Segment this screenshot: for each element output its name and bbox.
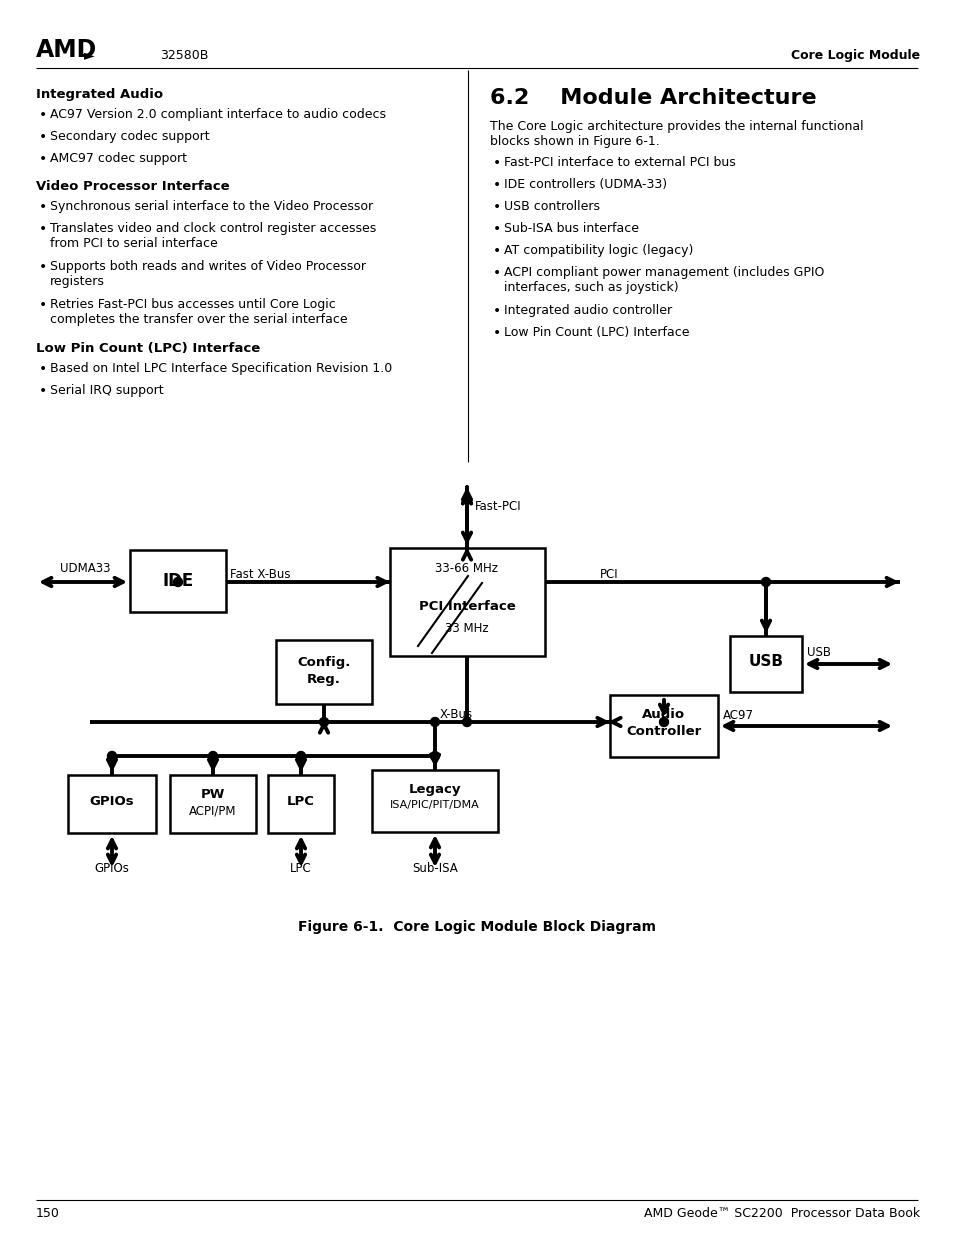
Circle shape	[760, 578, 770, 587]
Text: USB controllers: USB controllers	[503, 200, 599, 212]
Text: PW: PW	[200, 788, 225, 802]
Bar	[390, 548, 544, 656]
Text: GPIOs: GPIOs	[94, 862, 130, 876]
Circle shape	[659, 718, 668, 726]
Text: X-Bus: X-Bus	[439, 708, 473, 721]
Text: AC97 Version 2.0 compliant interface to audio codecs: AC97 Version 2.0 compliant interface to …	[50, 107, 386, 121]
Text: •: •	[39, 107, 48, 122]
Text: LPC: LPC	[290, 862, 312, 876]
Text: Low Pin Count (LPC) Interface: Low Pin Count (LPC) Interface	[503, 326, 689, 338]
Text: AT compatibility logic (legacy): AT compatibility logic (legacy)	[503, 245, 693, 257]
Bar	[268, 776, 334, 832]
Text: GPIOs: GPIOs	[90, 795, 134, 808]
Text: •: •	[493, 266, 500, 280]
Text: Core Logic Module: Core Logic Module	[790, 49, 919, 62]
Text: The Core Logic architecture provides the internal functional
blocks shown in Fig: The Core Logic architecture provides the…	[490, 120, 862, 148]
Text: •: •	[493, 245, 500, 258]
Bar	[170, 776, 255, 832]
Text: AMD Geode™ SC2200  Processor Data Book: AMD Geode™ SC2200 Processor Data Book	[643, 1207, 919, 1220]
Text: Low Pin Count (LPC) Interface: Low Pin Count (LPC) Interface	[36, 342, 260, 354]
Text: Retries Fast-PCI bus accesses until Core Logic
completes the transfer over the s: Retries Fast-PCI bus accesses until Core…	[50, 298, 347, 326]
Text: Figure 6-1.  Core Logic Module Block Diagram: Figure 6-1. Core Logic Module Block Diag…	[297, 920, 656, 934]
Text: •: •	[493, 222, 500, 236]
Text: Controller: Controller	[626, 725, 700, 739]
Text: Serial IRQ support: Serial IRQ support	[50, 384, 164, 396]
Text: 33-66 MHz: 33-66 MHz	[435, 562, 498, 576]
Text: Supports both reads and writes of Video Processor
registers: Supports both reads and writes of Video …	[50, 261, 366, 288]
Text: PCI Interface: PCI Interface	[418, 600, 515, 613]
Text: Synchronous serial interface to the Video Processor: Synchronous serial interface to the Vide…	[50, 200, 373, 212]
Text: USB: USB	[748, 655, 782, 669]
Text: Fast-PCI interface to external PCI bus: Fast-PCI interface to external PCI bus	[503, 156, 735, 169]
Text: Fast-PCI: Fast-PCI	[475, 500, 521, 513]
Text: Audio: Audio	[641, 708, 685, 721]
Text: IDE: IDE	[162, 572, 193, 590]
Bar	[729, 636, 801, 692]
Text: Integrated Audio: Integrated Audio	[36, 88, 163, 101]
Text: 33 MHz: 33 MHz	[445, 622, 488, 635]
Text: IDE controllers (UDMA-33): IDE controllers (UDMA-33)	[503, 178, 666, 191]
Text: Integrated audio controller: Integrated audio controller	[503, 304, 672, 317]
Circle shape	[430, 752, 439, 761]
Text: ACPI compliant power management (includes GPIO
interfaces, such as joystick): ACPI compliant power management (include…	[503, 266, 823, 294]
Circle shape	[296, 752, 305, 761]
Text: PCI: PCI	[599, 568, 618, 580]
Bar	[275, 640, 372, 704]
Text: Translates video and clock control register accesses
from PCI to serial interfac: Translates video and clock control regis…	[50, 222, 375, 249]
Text: Based on Intel LPC Interface Specification Revision 1.0: Based on Intel LPC Interface Specificati…	[50, 362, 392, 375]
Text: •: •	[39, 130, 48, 144]
Circle shape	[173, 578, 182, 587]
Text: 32580B: 32580B	[160, 49, 208, 62]
Text: Sub-ISA: Sub-ISA	[412, 862, 457, 876]
Text: LPC: LPC	[287, 795, 314, 808]
Text: Config.: Config.	[297, 656, 351, 669]
Circle shape	[462, 718, 471, 726]
Text: USB: USB	[806, 646, 830, 659]
Text: 6.2    Module Architecture: 6.2 Module Architecture	[490, 88, 816, 107]
Text: •: •	[39, 222, 48, 236]
Text: •: •	[493, 156, 500, 170]
Text: Sub-ISA bus interface: Sub-ISA bus interface	[503, 222, 639, 235]
Text: Fast X-Bus: Fast X-Bus	[230, 568, 290, 580]
Text: •: •	[493, 200, 500, 214]
Circle shape	[209, 752, 217, 761]
Text: Legacy: Legacy	[408, 783, 460, 797]
Text: AMC97 codec support: AMC97 codec support	[50, 152, 187, 165]
Text: •: •	[39, 362, 48, 375]
Text: •: •	[39, 298, 48, 312]
Text: ISA/PIC/PIT/DMA: ISA/PIC/PIT/DMA	[390, 800, 479, 810]
Circle shape	[108, 752, 116, 761]
Bar	[609, 695, 718, 757]
Text: •: •	[39, 261, 48, 274]
Text: 150: 150	[36, 1207, 60, 1220]
Circle shape	[319, 718, 328, 726]
Text: ►: ►	[84, 48, 94, 62]
Text: AMD: AMD	[36, 38, 97, 62]
Bar	[130, 550, 226, 613]
Text: Reg.: Reg.	[307, 673, 340, 685]
Text: •: •	[39, 384, 48, 398]
Bar	[372, 769, 497, 832]
Text: UDMA33: UDMA33	[60, 562, 111, 576]
Text: AC97: AC97	[722, 709, 753, 722]
Text: Secondary codec support: Secondary codec support	[50, 130, 210, 143]
Text: Video Processor Interface: Video Processor Interface	[36, 180, 230, 193]
Circle shape	[430, 718, 439, 726]
Text: •: •	[39, 200, 48, 214]
Bar	[68, 776, 156, 832]
Text: •: •	[493, 326, 500, 340]
Text: •: •	[493, 304, 500, 317]
Text: ACPI/PM: ACPI/PM	[189, 805, 236, 818]
Text: •: •	[39, 152, 48, 165]
Text: •: •	[493, 178, 500, 191]
